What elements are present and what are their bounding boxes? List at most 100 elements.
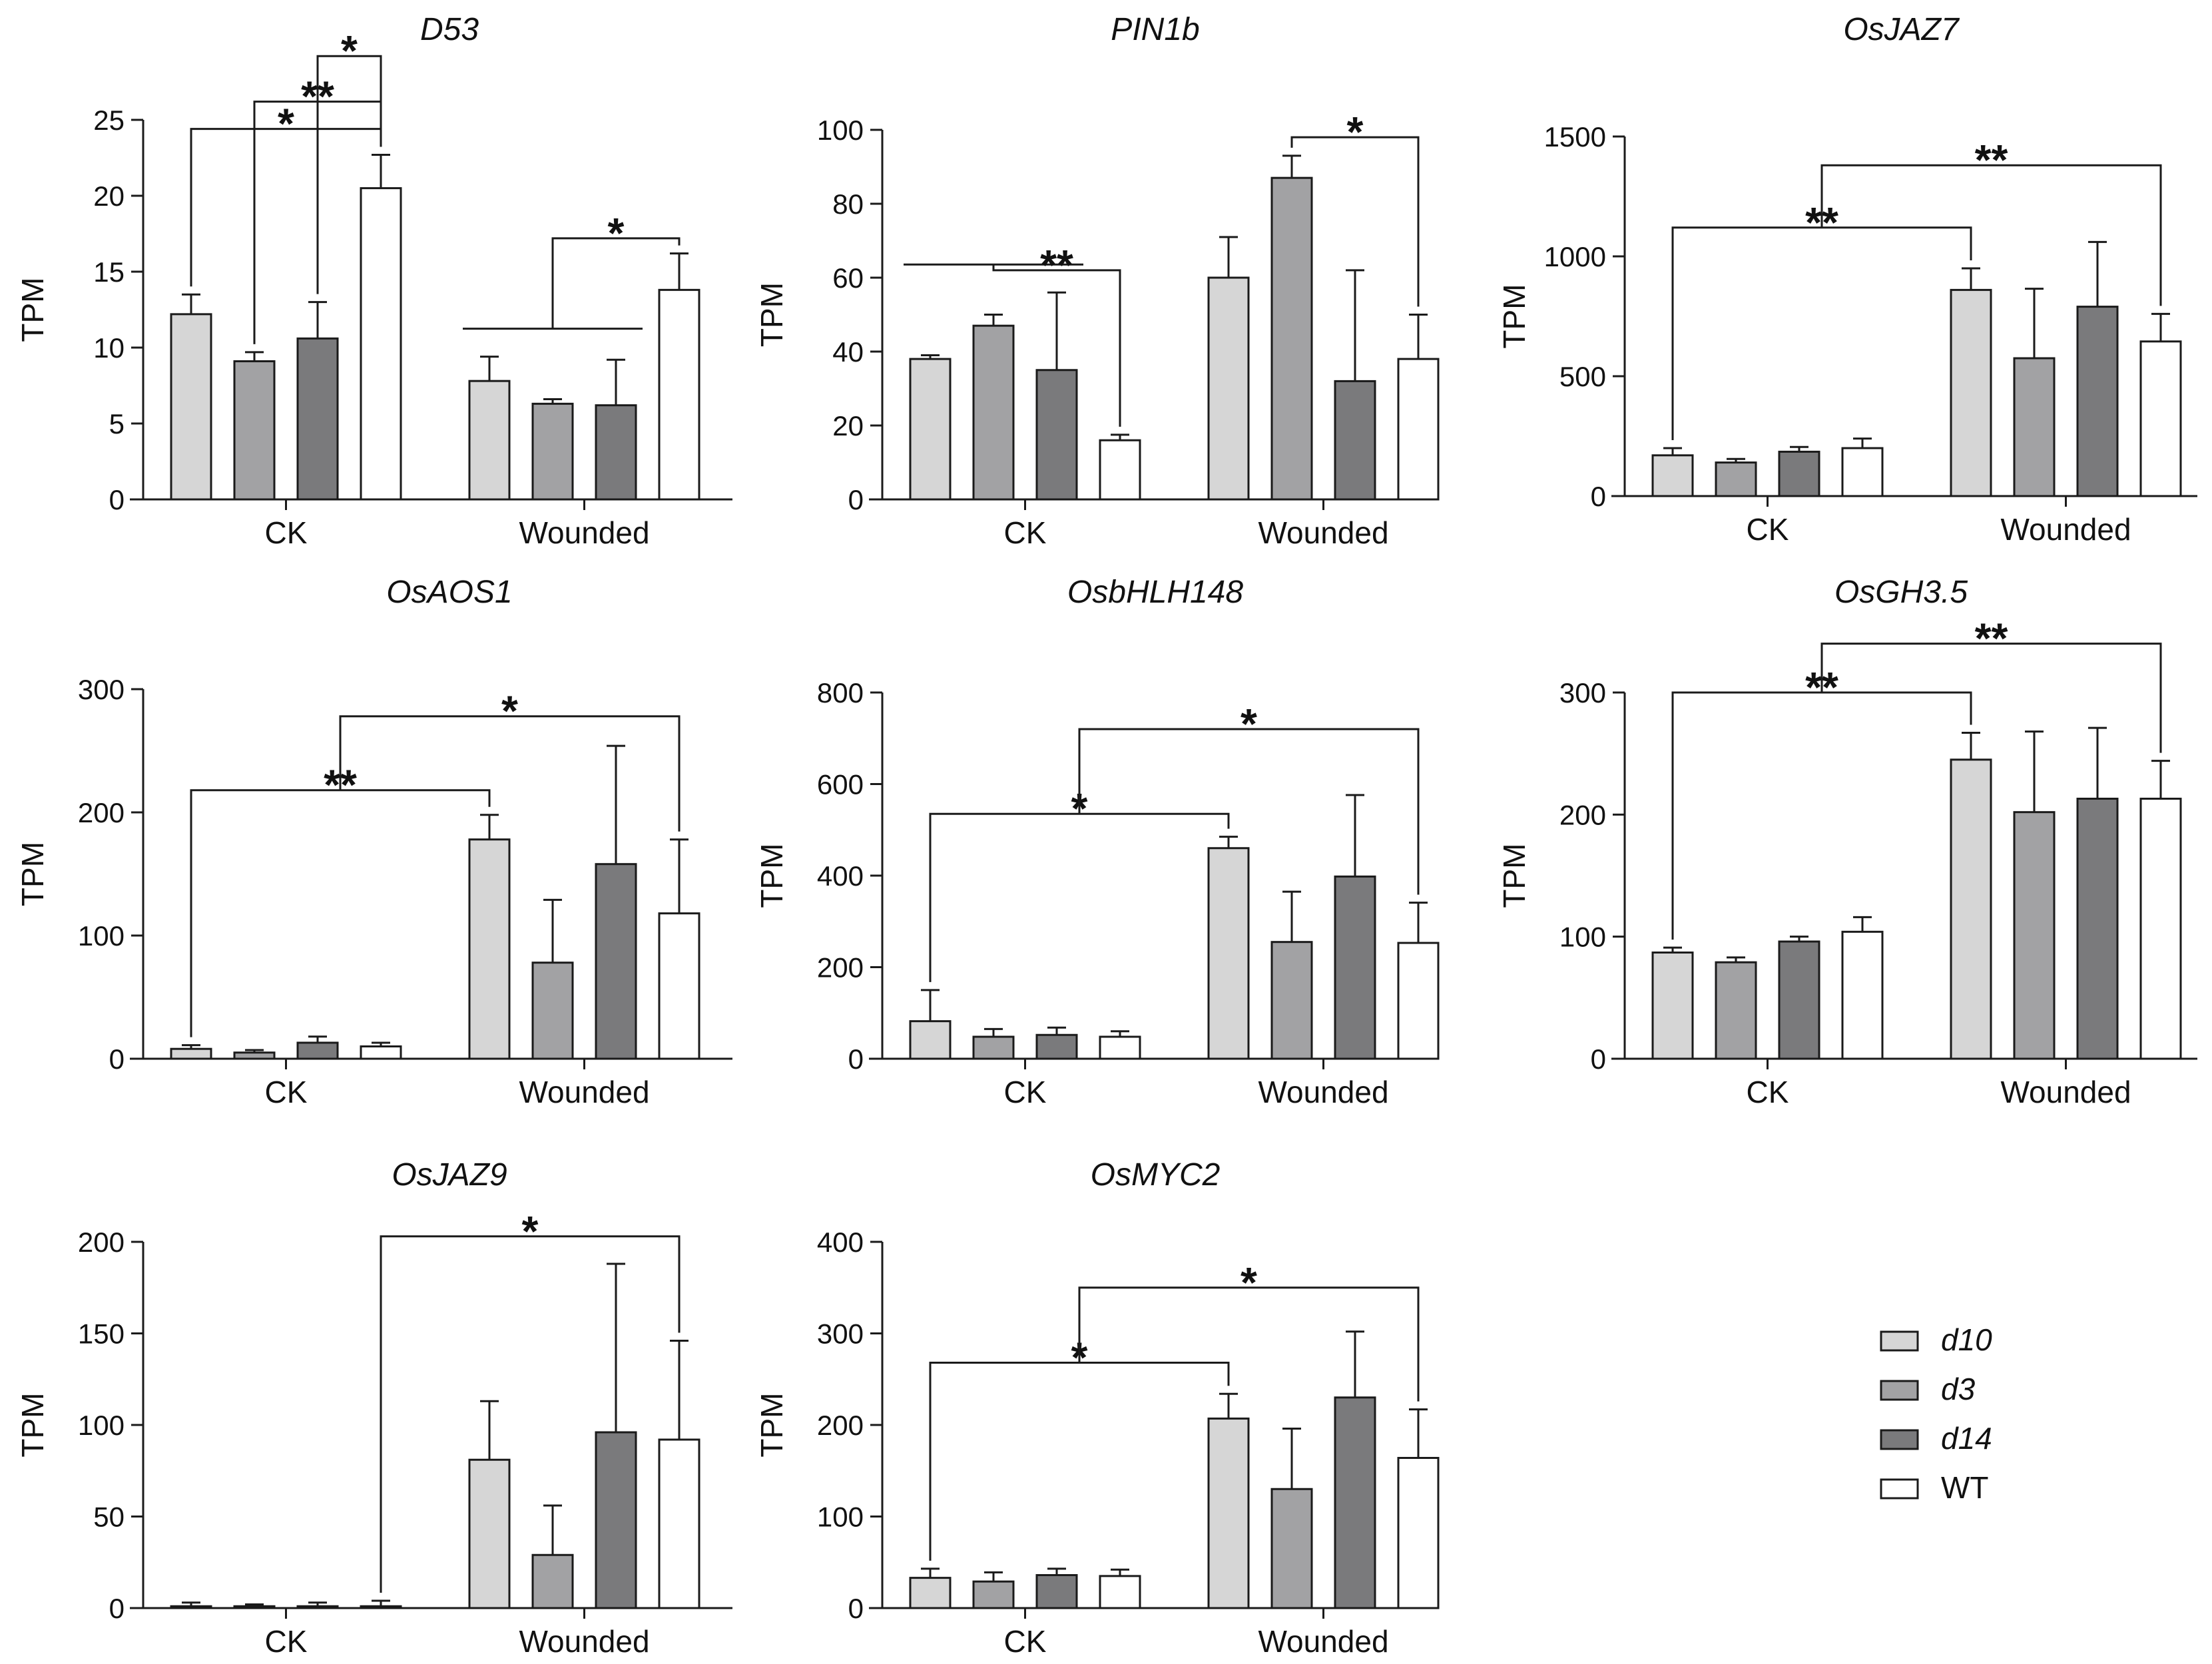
legend-swatch-wt [1880,1478,1919,1500]
y-tick-label: 300 [78,674,125,705]
x-tick-label-ck: CK [1747,512,1789,547]
significance-bracket [1820,164,2162,306]
significance-bracket [316,55,382,294]
y-tick-label: 25 [93,105,125,136]
bar-d10-ck [909,1020,952,1060]
chart-title-osmyc2: OsMYC2 [1091,1157,1221,1193]
y-tick-label: 100 [78,1410,125,1441]
bar-d3-wounded [531,962,574,1060]
significance-label: * [1241,700,1257,748]
y-tick-label: 200 [78,797,125,828]
x-tick-label-wounded: Wounded [519,515,649,550]
bar-d14-ck [296,1605,339,1609]
bar-d10-wounded [1950,288,1992,497]
y-tick-label: 150 [78,1318,125,1350]
x-tick-label-ck: CK [265,1075,308,1109]
bar-d3-ck [233,360,276,501]
x-tick-label-wounded: Wounded [2000,512,2131,547]
y-tick-label: 100 [817,115,864,146]
bar-d10-wounded [468,838,511,1060]
bar-d10-wounded [1950,758,1992,1060]
y-tick-label: 800 [817,677,864,708]
y-tick-label: 600 [817,769,864,800]
bar-d14-ck [1778,940,1820,1060]
y-tick-label: 0 [109,484,125,515]
y-axis-label: TPM [1497,843,1531,908]
significance-label: * [501,687,518,735]
legend: d10 d3 d14 WT [1880,1322,1992,1505]
y-tick-label: 0 [1591,481,1606,512]
significance-label: * [1347,108,1364,156]
chart-title-osgh3-5: OsGH3.5 [1834,575,1968,610]
significance-bracket [904,263,1121,427]
bar-WT-wounded [2139,340,2182,497]
bar-WT-ck [1841,447,1884,497]
bar-d3-ck [1715,961,1757,1060]
x-tick-label-ck: CK [1004,1075,1047,1109]
significance-label: ** [1975,615,2008,663]
chart-title-osbhlh148: OsbHLH148 [1067,575,1243,610]
y-tick-label: 40 [832,336,864,368]
bar-d14-wounded [595,1431,637,1609]
significance-bracket [1671,691,1972,940]
y-axis-label: TPM [754,843,789,908]
x-tick-label-wounded: Wounded [519,1075,649,1109]
x-tick-label-ck: CK [1004,515,1047,550]
panel-osjaz9: OsJAZ9 0 50 100 150 200 TPM CK Wounded * [15,1157,732,1659]
significance-label: * [278,100,294,148]
y-tick-label: 15 [93,256,125,288]
legend-label-d3: d3 [1941,1372,1976,1406]
y-tick-label: 100 [78,920,125,952]
bar-WT-wounded [2139,798,2182,1060]
bar-d10-ck [170,1605,212,1609]
significance-label: ** [1975,136,2008,184]
y-axis-label: TPM [15,1392,50,1457]
legend-swatch-d10 [1880,1330,1919,1352]
significance-label: * [341,27,358,75]
bar-WT-wounded [1397,942,1440,1060]
bar-d14-wounded [595,863,637,1060]
bar-d14-wounded [1334,1396,1376,1609]
x-tick-label-wounded: Wounded [2000,1075,2131,1109]
significance-bracket [380,1235,681,1593]
y-tick-label: 300 [1559,677,1606,708]
significance-bracket [190,789,491,1037]
bar-d3-ck [972,1580,1015,1609]
bar-d14-ck [1778,450,1820,497]
bar-d10-wounded [1207,847,1250,1060]
significance-bracket [1290,136,1420,307]
x-tick-label-wounded: Wounded [519,1624,649,1659]
chart-title-d53: D53 [420,12,479,47]
y-tick-label: 200 [78,1227,125,1258]
bar-d3-wounded [531,402,574,501]
bar-d14-wounded [1334,875,1376,1060]
x-tick-label-wounded: Wounded [1258,1624,1388,1659]
bar-d14-ck [296,1041,339,1060]
y-axis-label: TPM [754,1392,789,1457]
significance-bracket [1078,1286,1420,1402]
bar-d10-wounded [1207,1417,1250,1609]
x-tick-label-ck: CK [265,515,308,550]
y-tick-label: 0 [848,484,864,515]
significance-bracket [463,237,681,330]
significance-bracket [1820,643,2162,753]
significance-bracket [1078,728,1420,895]
significance-bracket [190,128,382,287]
bar-d10-ck [170,1047,212,1060]
y-tick-label: 100 [817,1502,864,1533]
y-tick-label: 400 [817,860,864,892]
y-axis-label: TPM [754,282,789,347]
y-tick-label: 100 [1559,922,1606,953]
bar-d3-ck [233,1051,276,1060]
significance-bracket [929,812,1230,982]
bar-WT-wounded [658,288,700,501]
bar-WT-wounded [1397,358,1440,501]
y-tick-label: 400 [817,1227,864,1258]
bar-d10-wounded [1207,276,1250,501]
